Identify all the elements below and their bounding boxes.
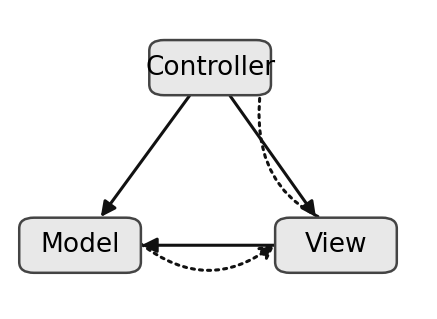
Text: Model: Model xyxy=(40,232,120,258)
FancyBboxPatch shape xyxy=(275,218,397,273)
FancyBboxPatch shape xyxy=(19,218,141,273)
Text: View: View xyxy=(305,232,367,258)
FancyBboxPatch shape xyxy=(149,40,271,95)
Text: Controller: Controller xyxy=(145,55,275,81)
